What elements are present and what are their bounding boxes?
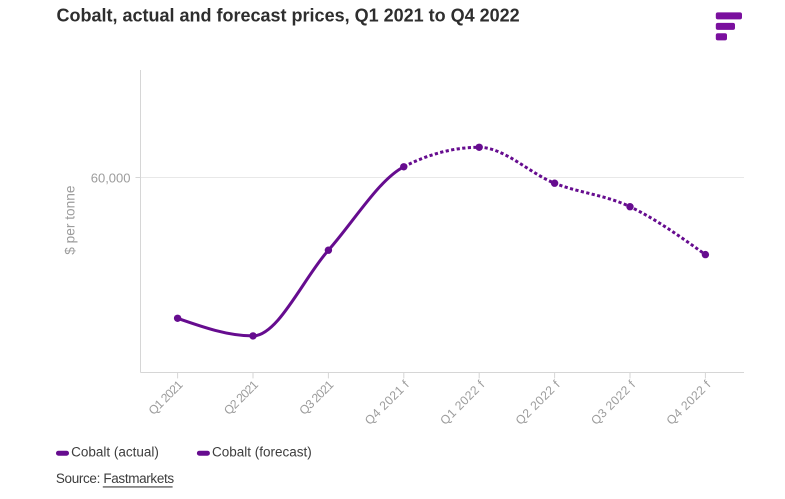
svg-text:Q1 2021: Q1 2021 — [146, 378, 186, 418]
svg-text:Q4 2022 f: Q4 2022 f — [664, 377, 714, 427]
svg-text:60,000: 60,000 — [91, 170, 131, 185]
svg-text:$ per tonne: $ per tonne — [63, 185, 78, 254]
svg-text:Cobalt, actual and forecast pr: Cobalt, actual and forecast prices, Q1 2… — [57, 5, 520, 25]
svg-text:Q2 2021: Q2 2021 — [221, 378, 261, 418]
svg-text:Q4 2021 f: Q4 2021 f — [362, 377, 412, 427]
svg-text:Q1 2022 f: Q1 2022 f — [437, 377, 487, 427]
svg-text:Cobalt (forecast): Cobalt (forecast) — [212, 444, 312, 459]
svg-text:Q3 2022 f: Q3 2022 f — [588, 377, 638, 427]
svg-text:Source: Fastmarkets: Source: Fastmarkets — [56, 471, 174, 486]
svg-text:Q2 2022 f: Q2 2022 f — [513, 377, 563, 427]
svg-text:Q3 2021: Q3 2021 — [296, 378, 336, 418]
svg-text:Cobalt (actual): Cobalt (actual) — [71, 444, 159, 459]
